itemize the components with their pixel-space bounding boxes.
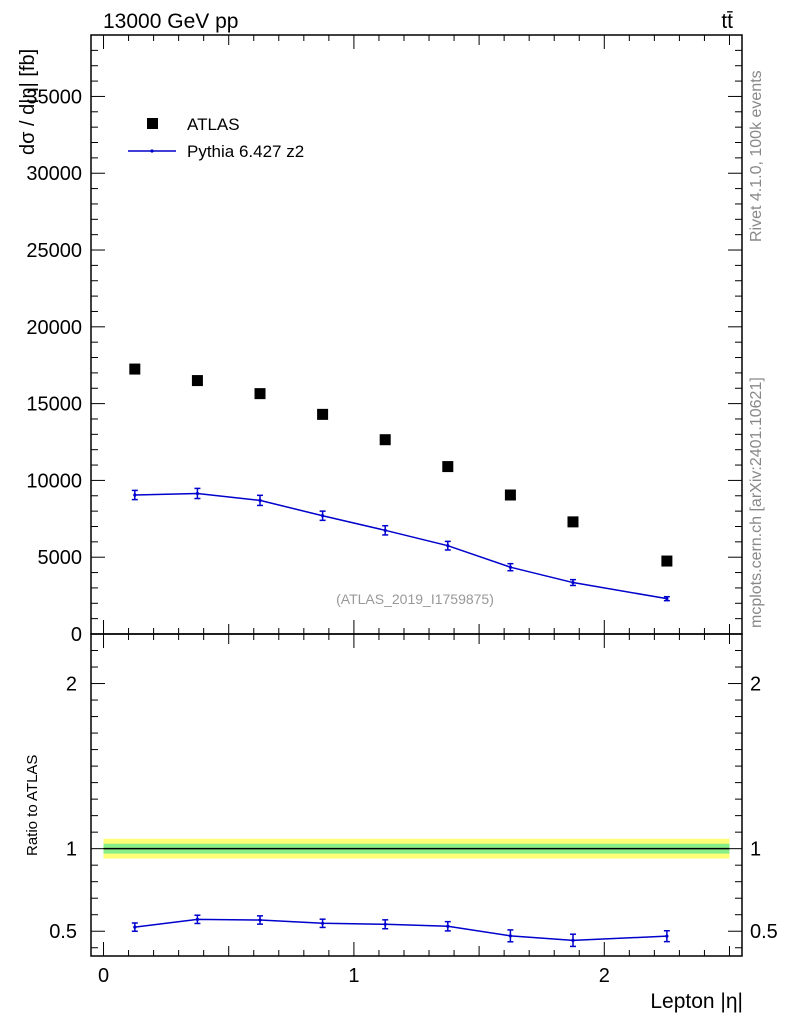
data-point-atlas (129, 363, 141, 375)
mc-series-main (131, 487, 670, 602)
ratio-tick-layer: 0.5 0.5 1 1 2 2 0 1 2 (49, 634, 778, 987)
legend-label-mc: Pythia 6.427 z2 (187, 142, 304, 161)
data-point-atlas (317, 408, 329, 420)
ratio-ytick-label: 0.5 (49, 921, 77, 943)
header-left: 13000 GeV pp (103, 10, 238, 33)
mc-line-ratio (134, 918, 667, 942)
data-point-atlas (567, 516, 579, 528)
ratio-ytick-label-right: 0.5 (750, 921, 778, 943)
mcplots-label: mcplots.cern.ch [arXiv:2401.10621] (748, 377, 765, 628)
data-series-main (129, 363, 673, 567)
data-point-atlas (191, 375, 203, 387)
mc-point-ratio (321, 921, 325, 925)
legend: ATLAS Pythia 6.427 z2 (128, 115, 304, 161)
legend-marker-atlas (147, 118, 158, 129)
data-point-atlas (442, 461, 454, 473)
ratio-panel: 0.5 0.5 1 1 2 2 0 1 2 Ratio to ATLAS Lepton |η| (24, 633, 778, 1013)
mc-point-main (446, 544, 450, 548)
mc-point-main (133, 493, 137, 497)
main-tick-layer: 0 5000 10000 15000 20000 25000 30000 35000 (26, 35, 742, 646)
analysis-watermark: (ATLAS_2019_I1759875) (336, 591, 494, 607)
ratio-frame (90, 633, 743, 957)
main-ytick-label: 30000 (26, 163, 82, 185)
mc-point-main (195, 491, 200, 496)
ratio-xtick-label: 1 (348, 965, 359, 987)
mc-point-ratio (446, 924, 450, 928)
ratio-xtick-label: 0 (98, 965, 109, 987)
main-ytick-label: 0 (71, 624, 82, 646)
rivet-label: Rivet 4.1.0, 100k events (748, 70, 765, 242)
main-ytick-label: 15000 (26, 394, 82, 416)
mc-point-main (383, 528, 387, 532)
ratio-y-axis-label: Ratio to ATLAS (24, 755, 41, 856)
mc-point-main (665, 597, 669, 601)
legend-label-atlas: ATLAS (187, 115, 240, 134)
mc-point-main (258, 498, 262, 502)
ratio-band-layer (103, 838, 730, 859)
mc-point-ratio (508, 934, 512, 938)
mc-point-ratio (665, 934, 669, 938)
main-ytick-label: 10000 (26, 470, 82, 492)
mc-point-ratio (133, 925, 137, 929)
main-y-axis-label: dσ / d|η| [fb] (17, 49, 39, 155)
main-ytick-label: 5000 (38, 547, 83, 569)
main-panel: 0 5000 10000 15000 20000 25000 30000 35000 (ATL… (17, 34, 743, 646)
ratio-ytick-label: 1 (66, 839, 77, 861)
mc-point-ratio (571, 938, 575, 942)
mc-point-ratio (195, 917, 200, 921)
main-ytick-label: 25000 (26, 240, 82, 262)
data-point-atlas (379, 434, 391, 446)
mc-line-main (134, 492, 668, 600)
data-point-atlas (504, 489, 516, 501)
header-right: tt̄ (721, 10, 733, 33)
mc-point-main (508, 565, 512, 569)
ratio-ytick-label: 2 (66, 674, 77, 696)
data-point-atlas (661, 555, 673, 567)
mc-point-main (571, 580, 575, 585)
ratio-xtick-label: 2 (599, 965, 610, 987)
mc-series-ratio (131, 914, 670, 948)
mc-point-main (321, 514, 325, 518)
main-ytick-label: 20000 (26, 317, 82, 339)
mc-point-ratio (258, 918, 262, 922)
ratio-ytick-label-right: 2 (750, 674, 761, 696)
mc-point-ratio (383, 922, 387, 926)
ratio-ytick-label-right: 1 (750, 839, 761, 861)
main-ytick-label: 35000 (26, 86, 82, 108)
legend-marker-mc (150, 149, 154, 153)
x-axis-label: Lepton |η| (650, 990, 743, 1013)
data-point-atlas (254, 388, 266, 400)
